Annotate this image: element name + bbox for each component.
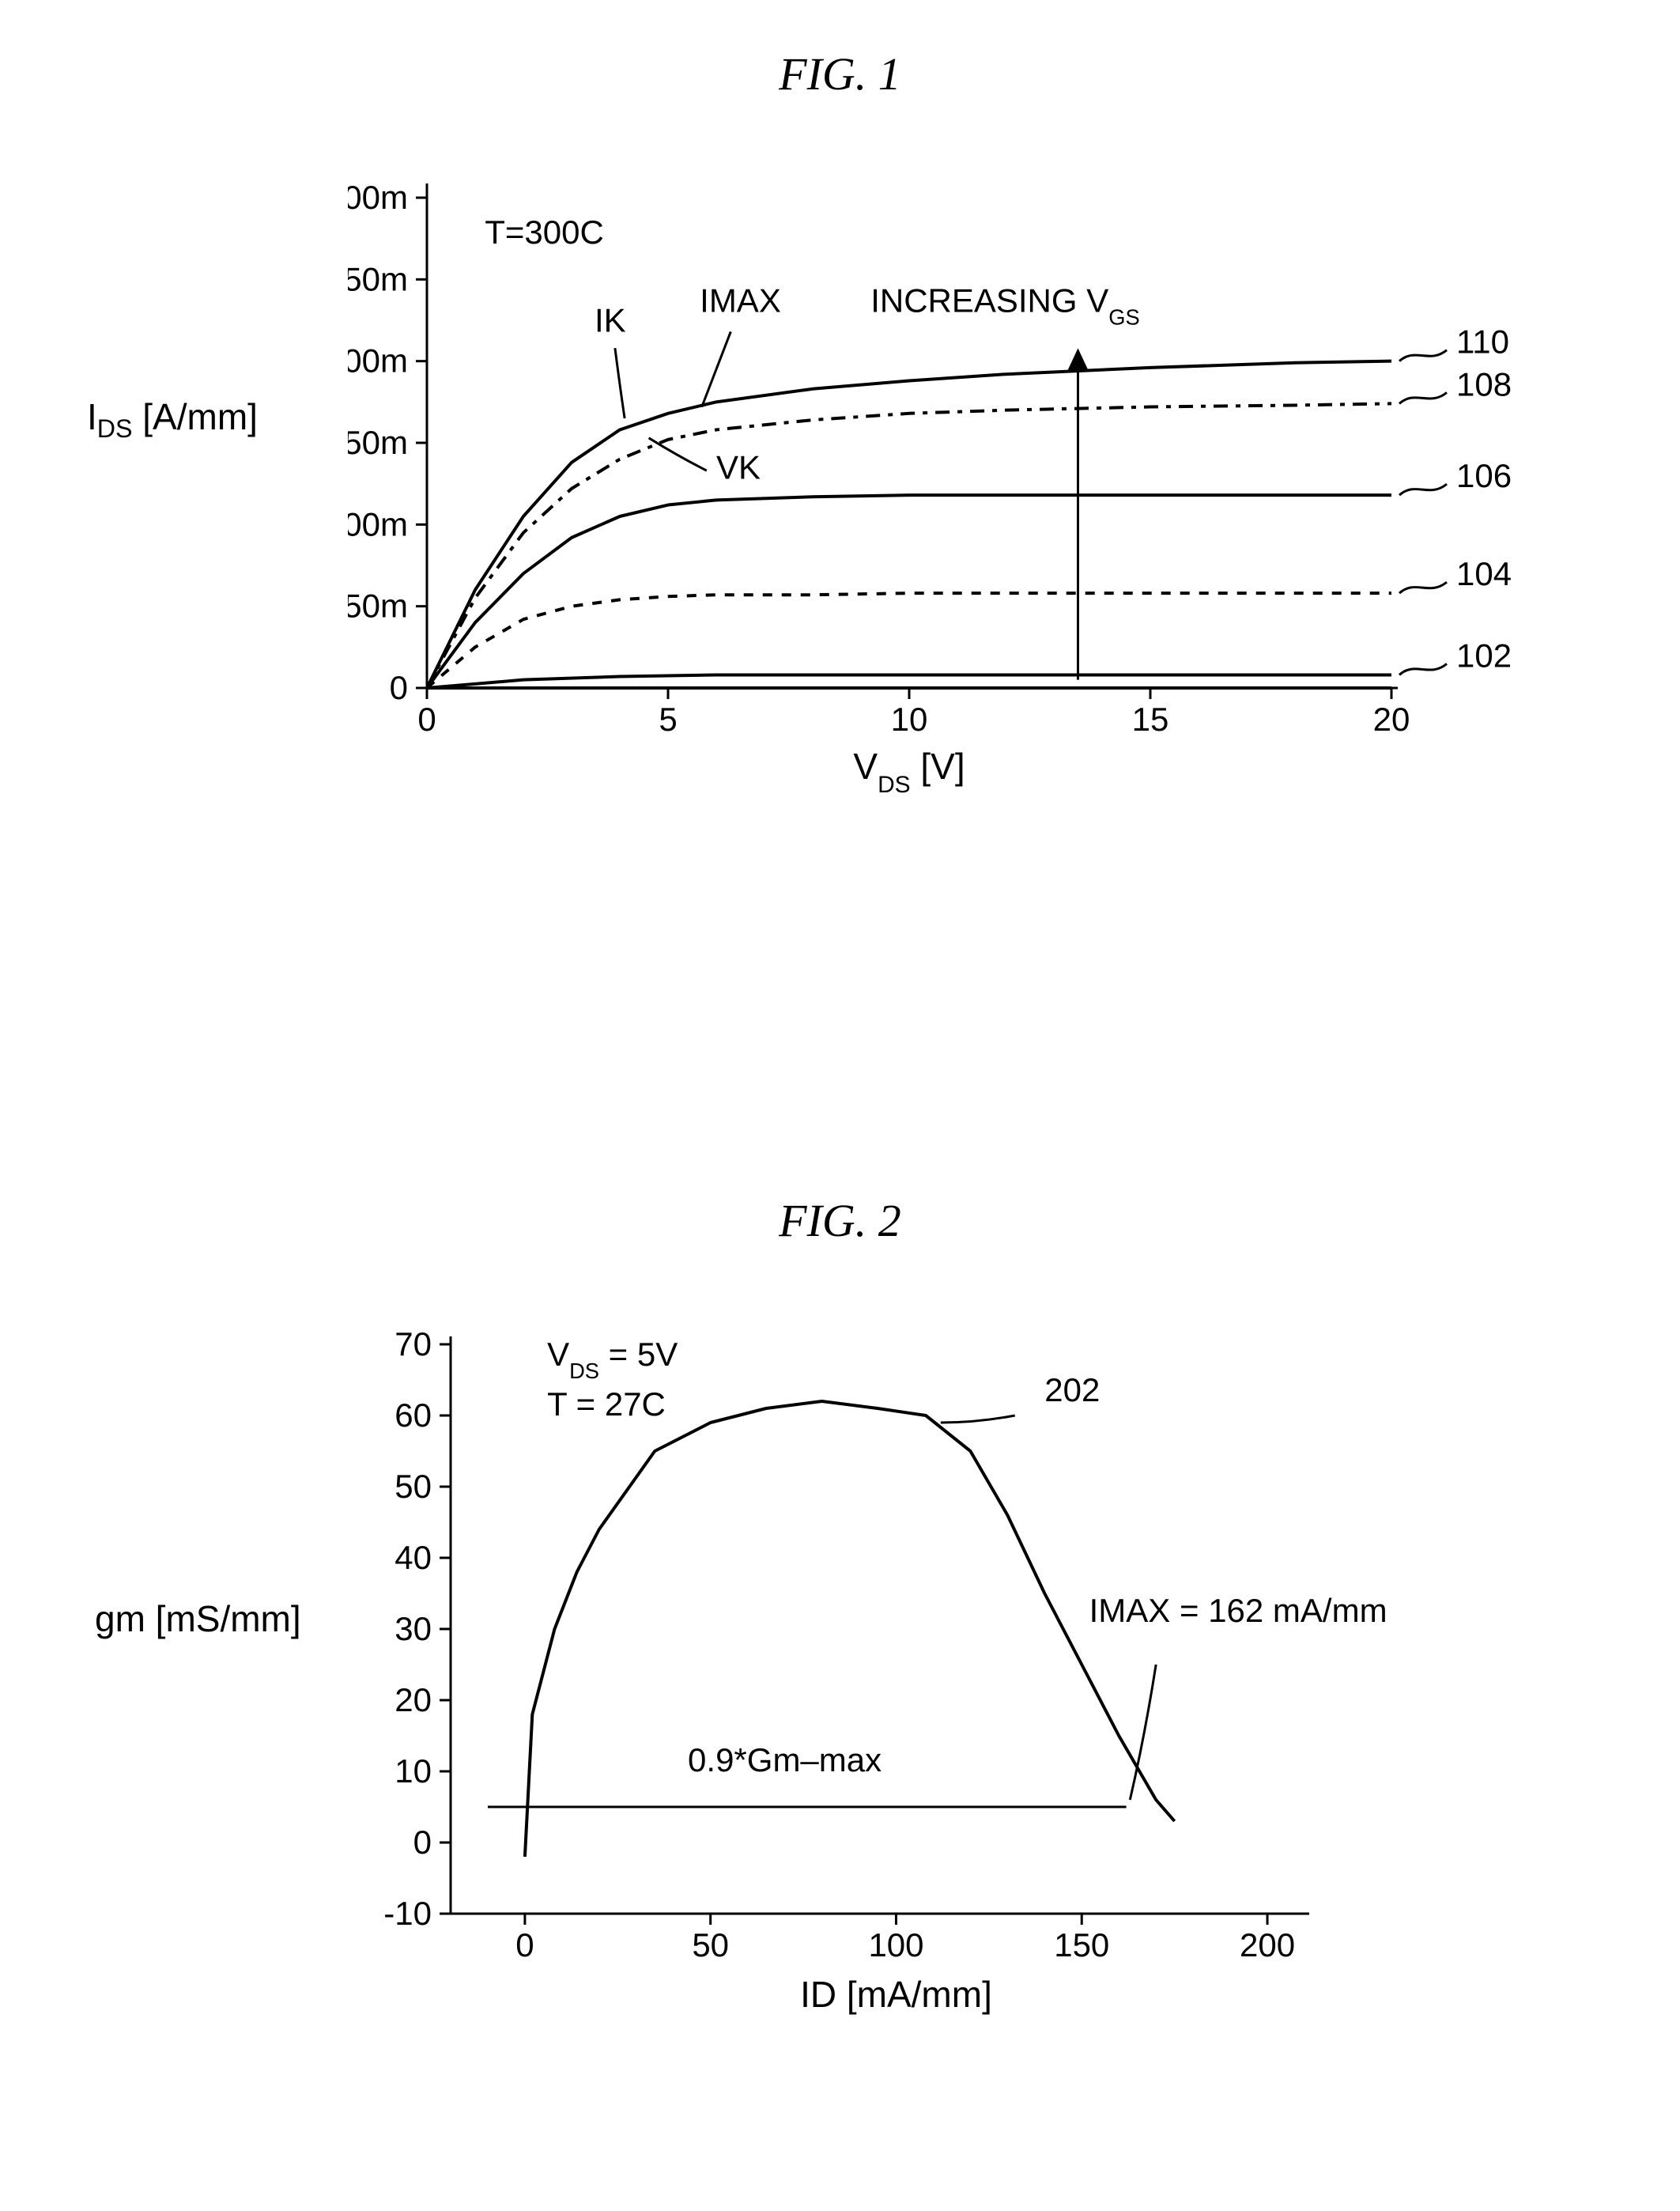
fig1-ytick-150: 150m: [348, 424, 408, 461]
fig1-xtick-20: 20: [1373, 701, 1410, 738]
fig1-curve-label-110: 110: [1456, 323, 1509, 361]
fig1-leader-108: [1399, 392, 1447, 403]
fig2-202-leader: [941, 1415, 1015, 1423]
fig2-condition-temp: T = 27C: [547, 1385, 666, 1423]
fig1-vgs-arrowhead: [1067, 348, 1089, 372]
fig1-xtick-15: 15: [1132, 701, 1169, 738]
fig1-ylabel-units: [A/mm]: [133, 396, 258, 437]
fig1-ytick-200: 200m: [348, 342, 408, 380]
fig1-leader-102: [1399, 663, 1447, 675]
fig1-curve-c102: [427, 675, 1391, 688]
fig1-curve-label-108: 108: [1456, 365, 1512, 403]
fig2-ytick-0: 0: [413, 1824, 432, 1861]
fig1-curve-label-106: 106: [1456, 457, 1512, 494]
fig1-curve-c110: [427, 361, 1391, 688]
fig1-ylabel: IDS [A/mm]: [87, 395, 258, 444]
fig1-imax-label: IMAX: [700, 282, 781, 319]
fig2-xtick-200: 200: [1240, 1926, 1295, 1963]
fig2-ytick-10: 10: [395, 1752, 432, 1790]
fig2-ytick-40: 40: [395, 1539, 432, 1576]
fig2-condition-vds: VDS = 5V: [547, 1336, 678, 1383]
fig1-xtick-10: 10: [891, 701, 928, 738]
figure-2-chart: -10 0 10 20 30 40 50 60 70 0 50 100 150 200 ID [mA/mm]…: [348, 1321, 1613, 2032]
fig2-ytick-20: 20: [395, 1681, 432, 1718]
figure-1-chart: 0 50m 100m 150m 200m 250m 300m 0 5 10 15 20 VDS [V] T…: [348, 174, 1629, 830]
fig1-curve-label-104: 104: [1456, 555, 1512, 592]
fig2-ytick-70: 70: [395, 1325, 432, 1363]
fig1-ylabel-sub: DS: [97, 414, 133, 443]
fig2-ytick-50: 50: [395, 1468, 432, 1505]
fig1-increasing-vgs: INCREASING VGS: [870, 282, 1140, 330]
fig1-xlabel: VDS [V]: [853, 746, 965, 798]
fig1-xtick-5: 5: [659, 701, 677, 738]
fig2-xtick-0: 0: [515, 1926, 534, 1963]
fig1-condition: T=300C: [485, 214, 604, 251]
fig2-202-label: 202: [1044, 1371, 1100, 1408]
fig1-ytick-50: 50m: [348, 588, 408, 625]
fig2-ytick-30: 30: [395, 1610, 432, 1647]
fig1-curve-c108: [427, 403, 1391, 688]
fig1-curve-label-102: 102: [1456, 637, 1512, 674]
fig1-leader-106: [1399, 484, 1447, 495]
fig1-curve-c106: [427, 495, 1391, 688]
fig1-ytick-100: 100m: [348, 505, 408, 542]
fig1-leader-110: [1399, 350, 1447, 361]
fig2-xlabel: ID [mA/mm]: [800, 1974, 992, 2015]
fig1-leader-104: [1399, 582, 1447, 593]
fig1-xtick-0: 0: [417, 701, 436, 738]
fig1-vk-label: VK: [716, 448, 761, 486]
fig2-gmmax-label: 0.9*Gm–max: [688, 1741, 882, 1778]
fig1-ytick-0: 0: [390, 669, 408, 706]
fig1-imax-pointer: [702, 331, 731, 406]
fig2-xtick-50: 50: [692, 1926, 729, 1963]
fig1-ytick-300: 300m: [348, 179, 408, 216]
figure-2-title: FIG. 2: [0, 1194, 1680, 1247]
fig2-xtick-150: 150: [1054, 1926, 1109, 1963]
fig1-vk-pointer: [649, 438, 707, 471]
figure-1-title: FIG. 1: [0, 47, 1680, 100]
fig2-xtick-100: 100: [868, 1926, 923, 1963]
fig2-curve: [525, 1401, 1175, 1857]
fig1-ytick-250: 250m: [348, 260, 408, 297]
fig2-ylabel: gm [mS/mm]: [95, 1597, 301, 1640]
fig2-ytick-60: 60: [395, 1397, 432, 1434]
fig1-ylabel-base: I: [87, 396, 97, 437]
fig1-ik-label: IK: [595, 301, 626, 338]
fig2-ytick--10: -10: [383, 1895, 432, 1932]
fig2-imax-label: IMAX = 162 mA/mm: [1089, 1592, 1387, 1629]
fig1-ik-pointer: [615, 348, 625, 418]
